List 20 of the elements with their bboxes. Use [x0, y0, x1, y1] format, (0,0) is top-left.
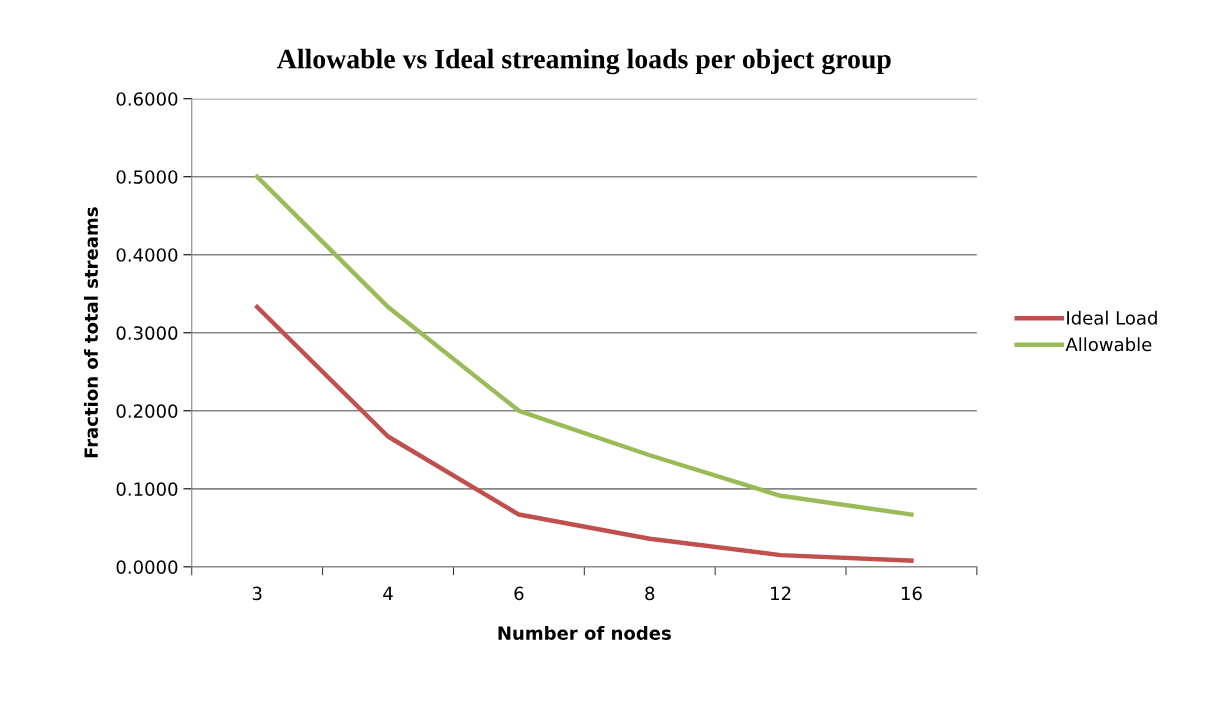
x-tick-label: 3	[252, 586, 262, 601]
x-tick-label: 16	[901, 586, 922, 601]
line-series	[254, 174, 914, 517]
y-tick-label: 0.6000	[116, 92, 178, 106]
x-axis-title: Number of nodes	[498, 625, 671, 640]
y-tick-label: 0.3000	[116, 326, 178, 340]
x-tick-label: 4	[383, 586, 393, 600]
y-tick-label: 0.4000	[116, 248, 178, 262]
y-tick-label: 0.1000	[116, 482, 178, 496]
y-tick-label: 0.0000	[116, 560, 178, 574]
y-tick-label: 0.5000	[116, 170, 178, 184]
y-tick-label: 0.2000	[116, 404, 178, 418]
legend-label: Allowable	[1065, 337, 1152, 352]
x-tick-label: 12	[771, 586, 791, 600]
chart-title: Allowable vs Ideal streaming loads per object group	[277, 48, 891, 75]
x-tick-label: 8	[645, 586, 655, 601]
x-tick-label: 6	[514, 586, 524, 601]
legend-label: Ideal Load	[1067, 310, 1157, 325]
y-axis-title: Fraction of total streams	[84, 207, 98, 458]
line-series	[254, 304, 914, 563]
